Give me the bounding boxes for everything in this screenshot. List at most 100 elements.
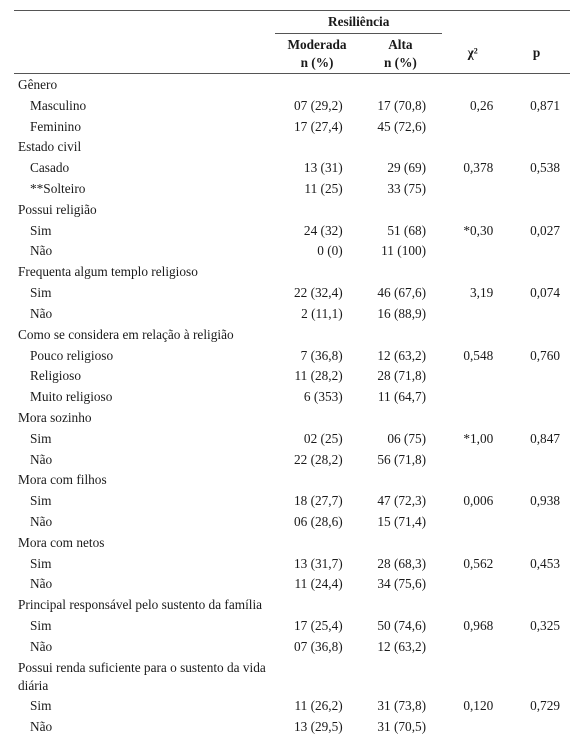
chi2-value bbox=[442, 116, 503, 137]
p-value: 0,538 bbox=[503, 158, 570, 179]
table-row: Feminino17 (27,4)45 (72,6) bbox=[14, 116, 570, 137]
moderada-value: 2 (11,1) bbox=[275, 303, 358, 324]
alta-value: 29 (69) bbox=[359, 158, 442, 179]
header-moderada-l1: Moderada bbox=[287, 37, 346, 52]
category-label: Mora sozinho bbox=[14, 407, 275, 428]
moderada-value: 07 (36,8) bbox=[275, 636, 358, 657]
empty-cell bbox=[359, 262, 442, 283]
table-row: Frequenta algum templo religioso bbox=[14, 262, 570, 283]
level-label: Sim bbox=[14, 220, 275, 241]
table-row: Não11 (24,4)34 (75,6) bbox=[14, 574, 570, 595]
table-row: Pouco religioso7 (36,8)12 (63,2)0,5480,7… bbox=[14, 345, 570, 366]
p-value bbox=[503, 449, 570, 470]
level-label: Sim bbox=[14, 553, 275, 574]
category-label: Mora com filhos bbox=[14, 470, 275, 491]
empty-cell bbox=[275, 324, 358, 345]
p-value bbox=[503, 574, 570, 595]
table-row: Casado13 (31)29 (69)0,3780,538 bbox=[14, 158, 570, 179]
level-label: Pouco religioso bbox=[14, 345, 275, 366]
empty-cell bbox=[442, 74, 503, 95]
moderada-value: 02 (25) bbox=[275, 428, 358, 449]
header-blank-2 bbox=[14, 33, 275, 74]
moderada-value: 11 (26,2) bbox=[275, 696, 358, 717]
chi2-value bbox=[442, 449, 503, 470]
empty-cell bbox=[275, 199, 358, 220]
alta-value: 28 (71,8) bbox=[359, 366, 442, 387]
empty-cell bbox=[442, 657, 503, 696]
moderada-value: 11 (24,4) bbox=[275, 574, 358, 595]
alta-value: 11 (100) bbox=[359, 241, 442, 262]
empty-cell bbox=[359, 595, 442, 616]
alta-value: 51 (68) bbox=[359, 220, 442, 241]
empty-cell bbox=[442, 324, 503, 345]
empty-cell bbox=[442, 137, 503, 158]
alta-value: 15 (71,4) bbox=[359, 512, 442, 533]
moderada-value: 24 (32) bbox=[275, 220, 358, 241]
table-row: Possui renda suficiente para o sustento … bbox=[14, 657, 570, 696]
header-spanner-resilience: Resiliência bbox=[275, 11, 442, 34]
table-row: Sim24 (32)51 (68)*0,300,027 bbox=[14, 220, 570, 241]
empty-cell bbox=[503, 532, 570, 553]
empty-cell bbox=[359, 137, 442, 158]
chi2-value bbox=[442, 574, 503, 595]
empty-cell bbox=[442, 199, 503, 220]
table-row: Não13 (29,5)31 (70,5) bbox=[14, 717, 570, 738]
level-label: Não bbox=[14, 512, 275, 533]
alta-value: 31 (70,5) bbox=[359, 717, 442, 738]
table-row: Sim13 (31,7)28 (68,3)0,5620,453 bbox=[14, 553, 570, 574]
moderada-value: 11 (28,2) bbox=[275, 366, 358, 387]
chi2-value: 0,120 bbox=[442, 696, 503, 717]
table-row: Sim22 (32,4)46 (67,6)3,190,074 bbox=[14, 283, 570, 304]
alta-value: 45 (72,6) bbox=[359, 116, 442, 137]
level-label: Não bbox=[14, 303, 275, 324]
table-row: Sim17 (25,4)50 (74,6)0,9680,325 bbox=[14, 616, 570, 637]
category-label: Como se considera em relação à religião bbox=[14, 324, 275, 345]
p-value bbox=[503, 717, 570, 738]
empty-cell bbox=[503, 137, 570, 158]
table-row: Não06 (28,6)15 (71,4) bbox=[14, 512, 570, 533]
header-row-2: Moderada n (%) Alta n (%) χ² p bbox=[14, 33, 570, 74]
chi2-value: *1,00 bbox=[442, 428, 503, 449]
alta-value: 34 (75,6) bbox=[359, 574, 442, 595]
table-row: Sim02 (25)06 (75)*1,000,847 bbox=[14, 428, 570, 449]
table-row: Mora com netos bbox=[14, 532, 570, 553]
p-value bbox=[503, 387, 570, 408]
moderada-value: 13 (31) bbox=[275, 158, 358, 179]
table-row: Como se considera em relação à religião bbox=[14, 324, 570, 345]
moderada-value: 17 (27,4) bbox=[275, 116, 358, 137]
empty-cell bbox=[275, 137, 358, 158]
resilience-table: Resiliência Moderada n (%) Alta n (%) χ²… bbox=[14, 10, 570, 737]
moderada-value: 7 (36,8) bbox=[275, 345, 358, 366]
level-label: Não bbox=[14, 449, 275, 470]
table-row: Mora com filhos bbox=[14, 470, 570, 491]
chi2-value: 0,378 bbox=[442, 158, 503, 179]
empty-cell bbox=[275, 657, 358, 696]
alta-value: 47 (72,3) bbox=[359, 491, 442, 512]
empty-cell bbox=[442, 407, 503, 428]
table-row: Principal responsável pelo sustento da f… bbox=[14, 595, 570, 616]
level-label: **Solteiro bbox=[14, 179, 275, 200]
empty-cell bbox=[503, 199, 570, 220]
p-value: 0,453 bbox=[503, 553, 570, 574]
chi2-value: 0,968 bbox=[442, 616, 503, 637]
category-label: Principal responsável pelo sustento da f… bbox=[14, 595, 275, 616]
empty-cell bbox=[275, 532, 358, 553]
moderada-value: 22 (32,4) bbox=[275, 283, 358, 304]
moderada-value: 07 (29,2) bbox=[275, 95, 358, 116]
chi2-value bbox=[442, 717, 503, 738]
empty-cell bbox=[442, 595, 503, 616]
category-label: Frequenta algum templo religioso bbox=[14, 262, 275, 283]
category-label: Possui renda suficiente para o sustento … bbox=[14, 657, 275, 696]
alta-value: 12 (63,2) bbox=[359, 636, 442, 657]
alta-value: 11 (64,7) bbox=[359, 387, 442, 408]
table-body: GêneroMasculino07 (29,2)17 (70,8)0,260,8… bbox=[14, 74, 570, 738]
moderada-value: 06 (28,6) bbox=[275, 512, 358, 533]
table-row: Não22 (28,2)56 (71,8) bbox=[14, 449, 570, 470]
header-moderada: Moderada n (%) bbox=[275, 33, 358, 74]
p-value: 0,871 bbox=[503, 95, 570, 116]
level-label: Sim bbox=[14, 616, 275, 637]
chi2-value: 0,548 bbox=[442, 345, 503, 366]
p-value bbox=[503, 179, 570, 200]
alta-value: 56 (71,8) bbox=[359, 449, 442, 470]
level-label: Sim bbox=[14, 283, 275, 304]
